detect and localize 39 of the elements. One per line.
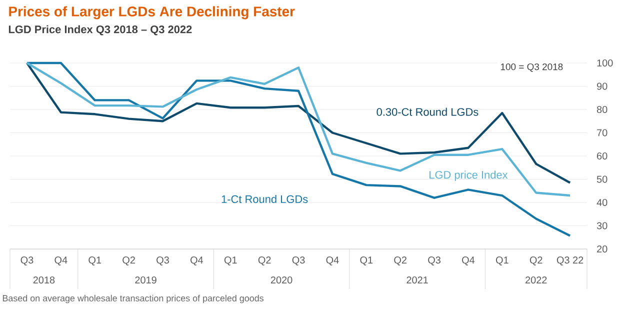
text: 2022 — [526, 276, 547, 284]
x-tick-label: Q4 — [190, 256, 204, 266]
y-tick-label: 40 — [596, 198, 608, 206]
x-tick-label: Q2 — [394, 256, 406, 266]
x-tick-label: Q3 — [292, 256, 305, 266]
text: 2020 — [270, 276, 292, 284]
x-tick-label: Q2 — [258, 256, 271, 266]
x-tick-label: Q2 — [530, 256, 542, 266]
x-tick-label: Q4 — [54, 256, 68, 266]
x-tick-label: Q3 22 — [556, 256, 584, 266]
chart-title: Prices of Larger LGDs Are Declining Faster — [9, 6, 295, 20]
text: Based on average wholesale transaction prices of parceled goods — [2, 294, 264, 304]
y-tick-label: 60 — [597, 152, 608, 160]
x-tick-label: Q1 — [88, 256, 102, 266]
text: 1-Ct Round LGDs — [222, 194, 308, 204]
text: 2018 — [33, 276, 55, 284]
y-tick-label: 100 — [597, 59, 613, 67]
chart-subtitle: LGD Price Index Q3 2018 – Q3 2022 — [8, 25, 192, 36]
series-label: 0.30-Ct Round LGDs — [376, 108, 478, 116]
y-tick-label: 90 — [597, 82, 608, 90]
annotation: 100 = Q3 2018 — [500, 63, 563, 72]
y-tick-label: 70 — [597, 129, 608, 136]
x-tick-label: Q3 — [156, 256, 169, 266]
x-tick-label: Q2 — [122, 256, 135, 266]
x-tick-label: Q1 — [496, 256, 508, 266]
text: 2021 — [406, 276, 428, 284]
y-tick-label: 80 — [596, 106, 608, 114]
x-tick-label: Q3 — [20, 256, 34, 266]
x-tick-label: Q4 — [326, 256, 339, 266]
x-tick-label: Q3 — [428, 256, 440, 266]
series-label: LGD price Index — [430, 170, 508, 181]
line-series — [26, 62, 572, 237]
y-tick-label: 20 — [597, 245, 608, 253]
y-tick-label: 50 — [596, 176, 608, 183]
x-tick-label: Q1 — [224, 256, 237, 266]
y-tick-label: 30 — [596, 222, 608, 230]
x-tick-label: Q1 — [360, 256, 373, 266]
x-tick-label: Q4 — [462, 256, 475, 266]
text: 2019 — [135, 276, 156, 284]
